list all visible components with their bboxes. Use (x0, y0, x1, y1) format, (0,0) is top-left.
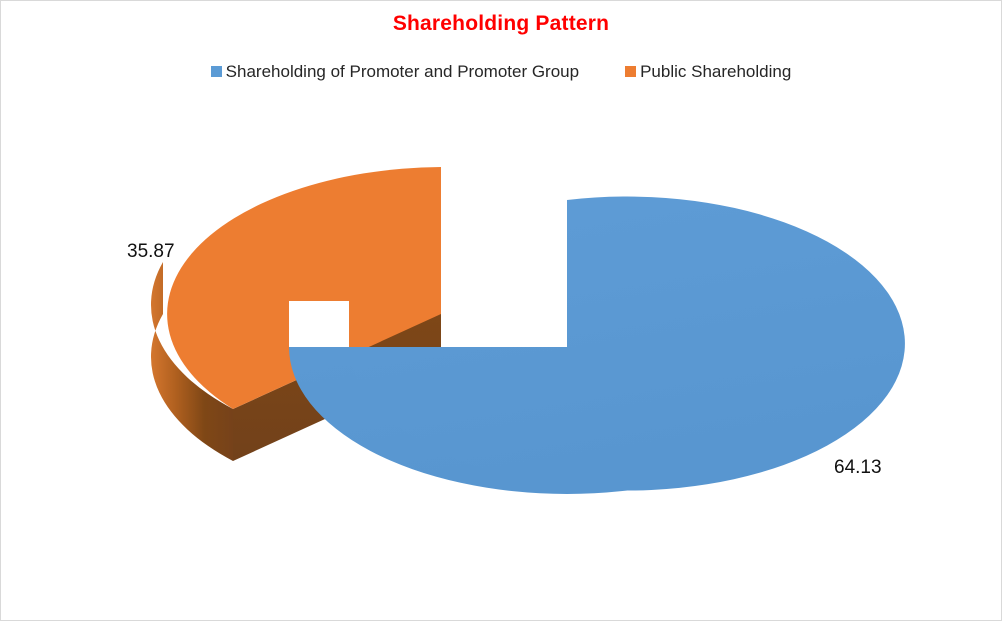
data-label-public: 35.87 (127, 241, 175, 262)
chart-title: Shareholding Pattern (392, 12, 610, 35)
pie-slice-promoter-left-edge (289, 301, 349, 347)
data-label-promoter: 64.13 (834, 457, 882, 478)
legend-label-promoter: Shareholding of Promoter and Promoter Gr… (225, 62, 580, 81)
pie-slice-public-top (167, 167, 441, 409)
pie-slice-public-outer-wall (150, 262, 233, 461)
legend-swatch-orange-icon (625, 66, 637, 77)
legend-swatch-blue-icon (210, 66, 222, 77)
pie-slice-promoter[interactable] (289, 196, 905, 494)
legend-item-public[interactable]: Public Shareholding (625, 63, 791, 80)
legend-label-public: Public Shareholding (640, 62, 792, 81)
legend-item-promoter[interactable]: Shareholding of Promoter and Promoter Gr… (210, 62, 580, 81)
chart-legend: Shareholding of Promoter and Promoter Gr… (1, 63, 1001, 80)
pie-slice-promoter-top-fix (349, 196, 905, 491)
